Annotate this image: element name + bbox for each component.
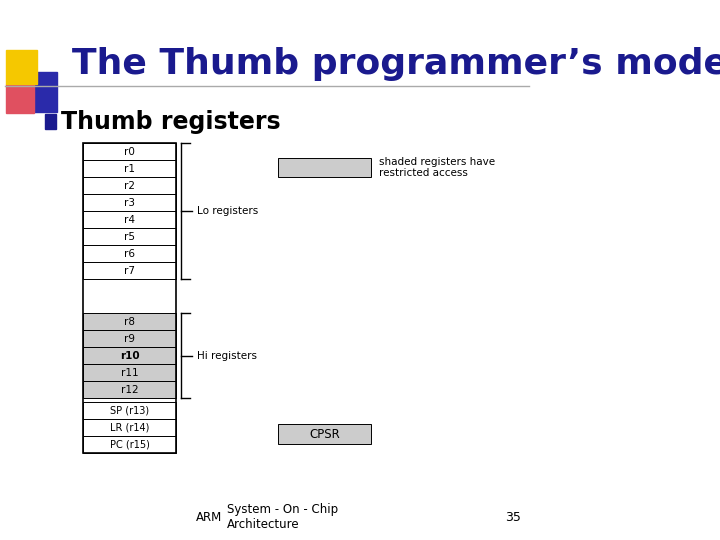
Bar [83, 364, 176, 381]
Text: r11: r11 [121, 368, 138, 378]
Text: r2: r2 [124, 180, 135, 191]
Bar [83, 419, 176, 436]
Text: CPSR: CPSR [309, 428, 340, 441]
Text: r0: r0 [124, 146, 135, 157]
Bar [83, 211, 176, 228]
Bar [83, 313, 176, 330]
Bar [83, 381, 176, 399]
Bar [278, 158, 372, 177]
Text: r3: r3 [124, 198, 135, 208]
Text: r4: r4 [124, 214, 135, 225]
Bar [83, 347, 176, 364]
Text: r1: r1 [124, 164, 135, 174]
Text: The Thumb programmer’s model: The Thumb programmer’s model [72, 47, 720, 80]
Bar [83, 262, 176, 279]
Bar [278, 424, 372, 444]
Text: Hi registers: Hi registers [197, 350, 256, 361]
Text: LR (r14): LR (r14) [110, 423, 149, 433]
Text: r8: r8 [124, 316, 135, 327]
Text: SP (r13): SP (r13) [110, 406, 149, 416]
Bar [83, 177, 176, 194]
Text: shaded registers have
restricted access: shaded registers have restricted access [379, 157, 495, 178]
Text: r10: r10 [120, 350, 140, 361]
Bar [83, 194, 176, 211]
Text: ARM: ARM [196, 511, 222, 524]
Text: Lo registers: Lo registers [197, 206, 258, 216]
Bar [6, 50, 37, 84]
Bar [83, 143, 176, 454]
Bar [6, 84, 34, 113]
Text: r7: r7 [124, 266, 135, 276]
Bar [22, 72, 57, 112]
Text: Thumb registers: Thumb registers [61, 110, 281, 133]
Bar [83, 330, 176, 347]
Text: r12: r12 [121, 384, 138, 395]
Bar [83, 228, 176, 245]
Bar [83, 402, 176, 419]
Bar [83, 143, 176, 160]
Text: r9: r9 [124, 334, 135, 344]
Text: 35: 35 [505, 511, 521, 524]
Bar [83, 160, 176, 177]
Text: PC (r15): PC (r15) [109, 440, 150, 450]
Bar [83, 436, 176, 454]
Text: r5: r5 [124, 232, 135, 242]
Bar [45, 114, 56, 129]
Bar [83, 245, 176, 262]
Text: r6: r6 [124, 248, 135, 259]
Text: System - On - Chip
Architecture: System - On - Chip Architecture [227, 503, 338, 531]
